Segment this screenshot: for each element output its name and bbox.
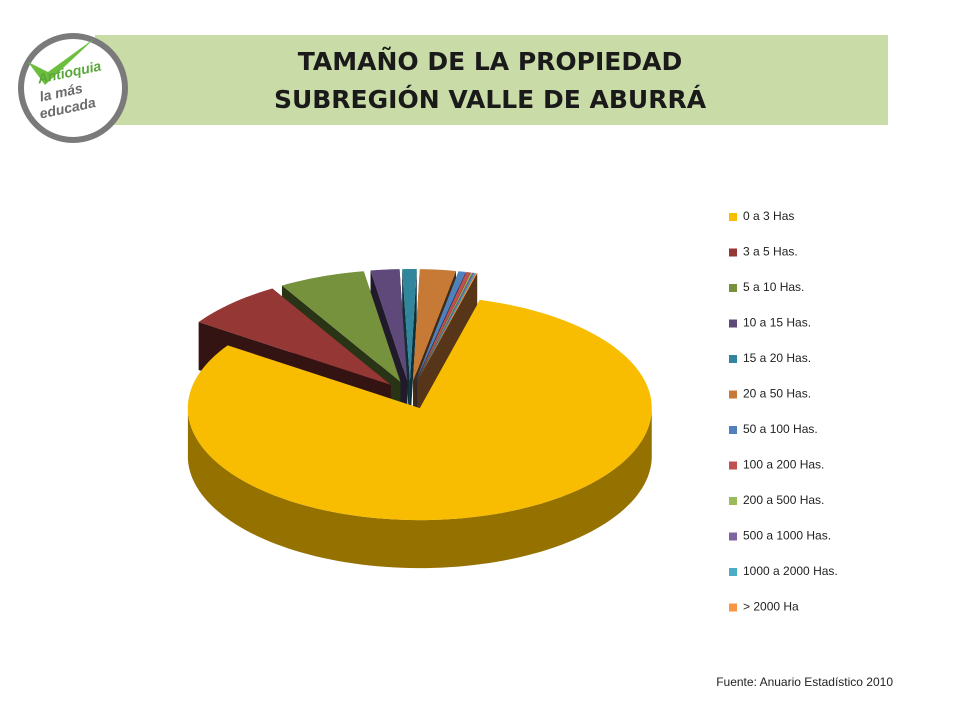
logo: Antioquia la más educada	[18, 33, 128, 143]
legend-label: 0 a 3 Has	[743, 209, 794, 223]
pie	[187, 269, 652, 569]
legend-label: 3 a 5 Has.	[743, 245, 798, 259]
slice-top	[416, 272, 473, 382]
header-band	[95, 35, 888, 125]
legend-swatch	[729, 319, 737, 328]
legend-label: 50 a 100 Has.	[743, 422, 818, 436]
legend-swatch	[729, 355, 737, 363]
slice-top	[187, 299, 652, 521]
slice-side	[187, 409, 652, 569]
legend-label: 1000 a 2000 Has.	[743, 564, 838, 578]
slice-top	[198, 288, 391, 385]
slice-wall	[402, 269, 410, 430]
legend-label: > 2000 Ha	[743, 600, 799, 614]
slice-top	[402, 269, 417, 382]
slice-top	[416, 272, 471, 382]
legend-swatch	[729, 497, 737, 505]
chart-title: TAMAÑO DE LA PROPIEDAD	[298, 47, 682, 76]
slice-top	[370, 269, 408, 382]
legend-label: 100 a 200 Has.	[743, 458, 824, 472]
legend-swatch	[729, 532, 737, 541]
logo-check	[28, 38, 95, 85]
legend-swatch	[729, 426, 737, 434]
legend-label: 200 a 500 Has.	[743, 493, 824, 507]
chart-subtitle: SUBREGIÓN VALLE DE ABURRÁ	[274, 84, 707, 114]
legend-swatch	[729, 461, 737, 470]
slice-top	[416, 272, 476, 382]
pie-slice	[187, 299, 652, 569]
pie-slice	[402, 269, 417, 430]
slice-top	[417, 273, 478, 382]
source-note: Fuente: Anuario Estadístico 2010	[716, 675, 893, 689]
legend-swatch	[729, 248, 737, 257]
legend-label: 15 a 20 Has.	[743, 351, 811, 365]
legend-swatch	[729, 568, 737, 576]
legend-label: 20 a 50 Has.	[743, 387, 811, 401]
legend-label: 5 a 10 Has.	[743, 280, 804, 294]
slice-wall	[409, 269, 417, 430]
slice-top	[416, 272, 475, 382]
legend-label: 500 a 1000 Has.	[743, 529, 831, 543]
logo-ring	[18, 33, 128, 143]
legend-swatch	[729, 213, 737, 221]
slice-top	[415, 271, 466, 382]
slice-top	[413, 269, 457, 382]
slice-top	[281, 271, 401, 382]
legend: 0 a 3 Has 3 a 5 Has. 5 a 10 Has. 10 a 15 Ha…	[729, 209, 838, 614]
legend-swatch	[729, 390, 737, 399]
legend-swatch	[729, 284, 737, 292]
legend-label: 10 a 15 Has.	[743, 316, 811, 330]
legend-swatch	[729, 603, 737, 612]
